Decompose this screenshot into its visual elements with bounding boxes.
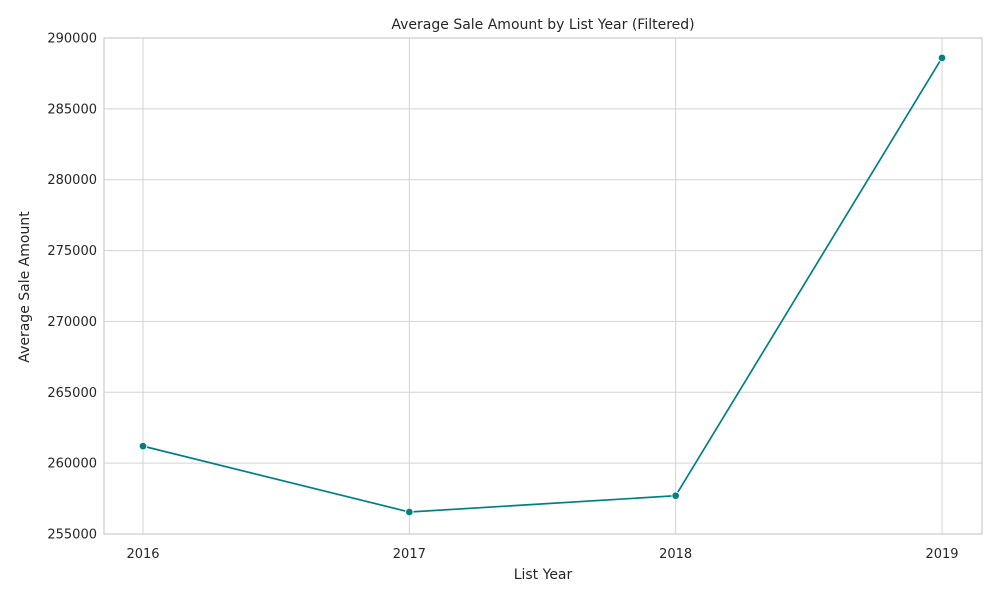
- data-point: [937, 53, 947, 63]
- y-tick-label: 290000: [47, 32, 97, 47]
- y-tick-label: 260000: [47, 457, 97, 472]
- grid: [104, 37, 982, 535]
- x-tick-label: 2016: [126, 547, 159, 562]
- y-tick-label: 285000: [47, 102, 97, 117]
- y-tick-label: 280000: [47, 173, 97, 188]
- y-axis-label: Average Sale Amount: [17, 211, 33, 363]
- data-point: [405, 507, 414, 517]
- tick-labels: 255000 260000 265000 270000 275000 280000 2850…: [47, 32, 958, 563]
- plot-frame: [103, 37, 983, 535]
- y-tick-label: 270000: [47, 315, 97, 330]
- y-tick-label: 275000: [47, 244, 97, 259]
- data-point: [138, 441, 148, 451]
- x-tick-label: 2018: [659, 547, 692, 562]
- x-tick-label: 2019: [925, 547, 958, 562]
- series-line: [142, 57, 943, 513]
- series-layer: [138, 53, 947, 517]
- y-tick-label: 255000: [47, 528, 97, 543]
- y-tick-label: 265000: [47, 386, 97, 401]
- data-point: [671, 491, 680, 500]
- chart-title: Average Sale Amount by List Year (Filter…: [391, 17, 694, 33]
- x-axis-label: List Year: [514, 567, 573, 583]
- x-tick-label: 2017: [393, 547, 426, 562]
